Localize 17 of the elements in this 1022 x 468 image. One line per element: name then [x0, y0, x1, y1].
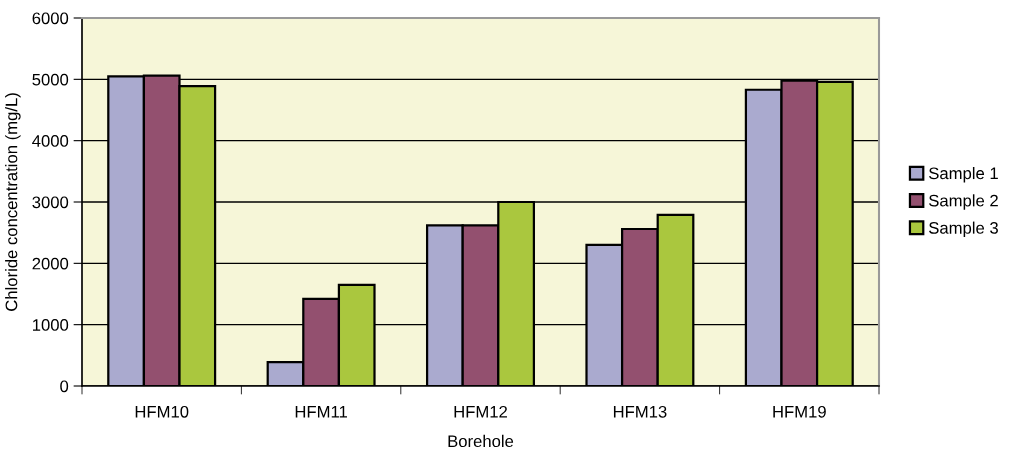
x-axis-title: Borehole [448, 434, 514, 448]
y-axis-title: Chloride concentration (mg/L) [5, 93, 21, 311]
x-tick-label: HFM19 [773, 405, 826, 418]
y-tick-label: 3000 [32, 196, 69, 209]
legend-label: Sample 2 [929, 194, 998, 210]
y-tick-label: 4000 [32, 135, 69, 147]
x-tick-label: HFM10 [135, 405, 189, 418]
y-tick-label: 0 [60, 380, 69, 393]
legend-label: Sample 3 [929, 221, 998, 238]
y-tick-label: 6000 [32, 12, 69, 25]
x-tick-label: HFM12 [454, 405, 507, 418]
y-tick-label: 2000 [32, 257, 69, 270]
x-tick-label: HFM11 [295, 406, 347, 418]
y-tick-label: 5000 [32, 73, 69, 86]
legend-label: Sample 1 [929, 166, 998, 183]
y-tick-label: 1000 [33, 319, 69, 331]
x-tick-label: HFM13 [613, 405, 667, 418]
